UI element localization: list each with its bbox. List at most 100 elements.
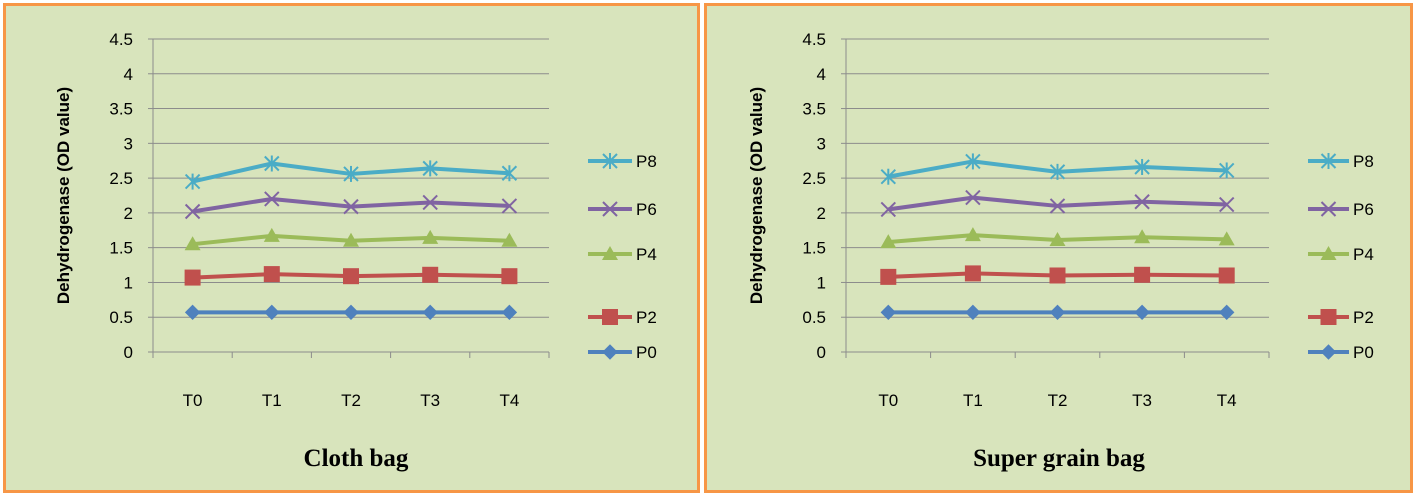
data-point-p6-t0 bbox=[184, 203, 201, 220]
y-axis-title: Dehydrogenase (OD value) bbox=[54, 87, 73, 304]
x-tick-label-t2: T2 bbox=[341, 391, 361, 410]
data-point-p6-t0 bbox=[880, 201, 897, 218]
legend-item-p8: P8 bbox=[588, 152, 657, 171]
x-tick-label-t4: T4 bbox=[499, 391, 519, 410]
data-point-p6-t1 bbox=[264, 191, 280, 207]
data-point-p4-t0 bbox=[184, 236, 201, 251]
series-p2 bbox=[184, 266, 518, 286]
x-tick-label-t3: T3 bbox=[1132, 391, 1152, 410]
data-point-p4-t4 bbox=[501, 232, 518, 247]
data-point-p0-t3 bbox=[1134, 304, 1150, 321]
x-tick-label-t1: T1 bbox=[262, 391, 282, 410]
series-p4 bbox=[880, 227, 1235, 249]
legend-marker-p2 bbox=[1320, 309, 1337, 325]
legend-label-p0: P0 bbox=[636, 343, 657, 362]
series-p0 bbox=[184, 304, 518, 321]
x-axis-title: Super grain bag bbox=[973, 445, 1145, 472]
data-point-p8-t1 bbox=[965, 153, 981, 170]
data-point-p8-t1 bbox=[264, 155, 280, 172]
data-point-p4-t3 bbox=[422, 229, 439, 244]
data-point-p8-t4 bbox=[1218, 162, 1235, 179]
data-point-p8-t3 bbox=[422, 160, 438, 177]
legend-label-p4: P4 bbox=[1353, 245, 1374, 264]
data-point-p6-t2 bbox=[343, 198, 359, 215]
x-tick-label-t0: T0 bbox=[878, 391, 898, 410]
data-point-p6-t3 bbox=[1134, 194, 1150, 210]
x-tick-label-t2: T2 bbox=[1048, 391, 1068, 410]
legend-item-p2: P2 bbox=[1308, 308, 1374, 327]
y-tick-label: 0 bbox=[124, 343, 133, 362]
legend-item-p0: P0 bbox=[588, 343, 657, 362]
y-tick-label: 4.5 bbox=[802, 30, 826, 49]
chart-svg-cloth-bag: 0 0.5 1 1.5 2 2.5 3 3.5 4 4.5 T0 T1 T2 T3 T4 Dehydrogen… bbox=[54, 30, 657, 472]
data-point-p0-t4 bbox=[1218, 304, 1235, 321]
legend-label-p8: P8 bbox=[636, 152, 657, 171]
legend-item-p6: P6 bbox=[1308, 200, 1374, 219]
y-tick-label: 4 bbox=[124, 65, 133, 84]
legend-label-p2: P2 bbox=[636, 308, 657, 327]
series-p8 bbox=[184, 155, 518, 190]
data-point-p0-t1 bbox=[264, 304, 280, 321]
legend-label-p2: P2 bbox=[1353, 308, 1374, 327]
x-tick-label-t0: T0 bbox=[183, 391, 203, 410]
data-point-p4-t0 bbox=[880, 234, 897, 249]
series-p4 bbox=[184, 227, 518, 251]
data-point-p6-t3 bbox=[422, 194, 438, 211]
data-point-p6-t1 bbox=[965, 189, 981, 206]
x-tick-label-t3: T3 bbox=[420, 391, 440, 410]
data-point-p2-t0 bbox=[880, 268, 897, 285]
data-point-p4-t3 bbox=[1134, 229, 1151, 244]
data-point-p6-t4 bbox=[501, 198, 518, 214]
legend-marker-p8 bbox=[602, 153, 618, 169]
data-point-p2-t4 bbox=[1218, 267, 1235, 284]
legend-item-p2: P2 bbox=[588, 308, 657, 327]
legend-item-p0: P0 bbox=[1308, 343, 1374, 362]
data-point-p6-t2 bbox=[1049, 198, 1066, 214]
legend-marker-p8 bbox=[1320, 153, 1337, 169]
y-tick-label: 1.5 bbox=[802, 239, 826, 258]
chart-panel-cloth-bag: 0 0.5 1 1.5 2 2.5 3 3.5 4 4.5 T0 T1 T2 T3 T4 Dehydrogen… bbox=[3, 3, 700, 493]
y-axis-title: Dehydrogenase (OD value) bbox=[747, 87, 766, 304]
legend-marker-p6 bbox=[1320, 201, 1337, 217]
data-point-p2-t2 bbox=[343, 268, 359, 285]
data-point-p2-t0 bbox=[184, 269, 201, 286]
data-point-p0-t2 bbox=[1049, 304, 1066, 321]
y-tick-label: 2 bbox=[124, 204, 133, 223]
legend-item-p6: P6 bbox=[588, 200, 657, 219]
data-point-p8-t0 bbox=[880, 168, 897, 185]
data-point-p8-t0 bbox=[184, 173, 201, 190]
series-p6 bbox=[880, 189, 1235, 218]
x-tick-label-t4: T4 bbox=[1217, 391, 1237, 410]
data-point-p4-t1 bbox=[964, 227, 981, 242]
chart-panel-super-grain-bag: 0 0.5 1 1.5 2 2.5 3 3.5 4 4.5 T0 T1 T2 T3 T4 Dehydrogen… bbox=[704, 3, 1413, 493]
x-tick-label-t1: T1 bbox=[963, 391, 983, 410]
series-p6 bbox=[184, 191, 518, 220]
y-tick-label: 3 bbox=[817, 134, 826, 153]
data-point-p0-t2 bbox=[343, 304, 359, 321]
data-point-p4-t4 bbox=[1218, 231, 1235, 246]
y-tick-label: 3 bbox=[124, 134, 133, 153]
data-point-p0-t1 bbox=[965, 304, 981, 321]
data-point-p8-t3 bbox=[1134, 158, 1150, 175]
legend-label-p4: P4 bbox=[636, 245, 657, 264]
data-point-p2-t3 bbox=[422, 266, 439, 283]
y-tick-label: 2 bbox=[817, 204, 826, 223]
data-point-p0-t3 bbox=[422, 304, 438, 321]
legend-marker-p0 bbox=[602, 344, 618, 360]
legend-item-p4: P4 bbox=[1308, 245, 1374, 264]
series-p2 bbox=[880, 265, 1235, 285]
data-point-p2-t1 bbox=[263, 266, 280, 283]
series-p0 bbox=[880, 304, 1235, 321]
data-point-p8-t4 bbox=[501, 165, 518, 182]
y-tick-label: 1.5 bbox=[109, 239, 133, 258]
data-point-p6-t4 bbox=[1218, 196, 1235, 213]
x-axis-title: Cloth bag bbox=[304, 445, 409, 472]
y-tick-label: 1 bbox=[124, 273, 133, 292]
y-tick-label: 0.5 bbox=[109, 308, 133, 327]
data-point-p0-t0 bbox=[880, 304, 897, 321]
data-point-p8-t2 bbox=[1049, 163, 1066, 180]
data-point-p4-t2 bbox=[1049, 232, 1066, 247]
series-p8 bbox=[880, 153, 1235, 185]
series-line-p6 bbox=[888, 195, 1227, 212]
y-tick-label: 3.5 bbox=[802, 100, 826, 119]
